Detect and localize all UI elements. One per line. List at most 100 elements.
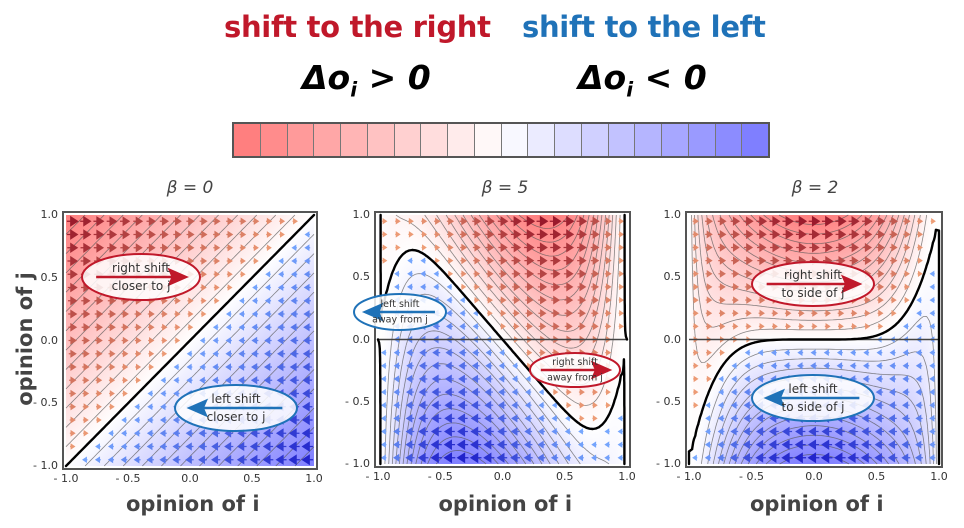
arrow-right-icon <box>705 269 713 278</box>
arrow-right-icon <box>486 296 493 304</box>
arrow-left-icon <box>929 388 936 396</box>
arrow-right-icon <box>498 256 508 266</box>
arrow-right-icon <box>605 388 611 396</box>
arrow-right-icon <box>213 257 221 265</box>
arrow-right-icon <box>731 296 739 304</box>
arrow-left-icon <box>275 428 287 439</box>
arrow-left-icon <box>147 403 154 411</box>
arrow-right-icon <box>148 350 155 358</box>
arrow-left-icon <box>834 452 846 464</box>
arrow-left-icon <box>756 426 766 437</box>
arrow-right-icon <box>917 217 924 225</box>
nullcline <box>64 213 316 468</box>
arrow-right-icon <box>705 283 713 291</box>
arrow-left-icon <box>433 283 440 291</box>
arrow-right-icon <box>68 322 78 332</box>
arrow-left-icon <box>876 362 883 370</box>
arrow-left-icon <box>902 401 910 410</box>
arrow-left-icon <box>146 455 154 464</box>
arrow-left-icon <box>444 413 455 424</box>
arrow-right-icon <box>96 403 102 411</box>
arrow-left-icon <box>262 441 274 452</box>
arrow-left-icon <box>301 414 313 426</box>
arrow-left-icon <box>730 440 739 449</box>
arrow-left-icon <box>929 375 936 383</box>
contour-line <box>420 422 509 465</box>
x-axis-label: opinion of i <box>438 492 573 516</box>
arrow-left-icon <box>472 348 480 357</box>
arrow-left-icon <box>211 428 220 438</box>
arrow-right-icon <box>862 229 873 240</box>
arrow-left-icon <box>915 427 923 436</box>
arrow-left-icon <box>277 297 285 305</box>
arrow-right-icon <box>811 309 818 317</box>
arrow-left-icon <box>485 362 493 370</box>
arrow-left-icon <box>810 349 817 357</box>
arrow-right-icon <box>877 283 885 291</box>
arrow-left-icon <box>757 349 764 356</box>
arrow-right-icon <box>80 256 91 266</box>
arrow-right-icon <box>692 230 699 238</box>
arrow-left-icon <box>484 400 494 410</box>
contour-line <box>384 273 610 465</box>
arrow-left-icon <box>915 453 923 462</box>
arrow-left-icon <box>718 401 725 409</box>
colorbar-cell <box>421 124 448 156</box>
arrow-right-icon <box>824 322 831 330</box>
annotation-right-shift: right shift to side of j <box>751 261 875 307</box>
arrow-right-icon <box>550 242 562 253</box>
arrow-right-icon <box>93 242 105 253</box>
arrow-left-icon <box>431 374 441 384</box>
arrow-right-icon <box>474 296 480 304</box>
arrow-left-icon <box>755 452 766 463</box>
arrow-left-icon <box>276 375 286 385</box>
arrow-left-icon <box>225 363 233 371</box>
arrow-left-icon <box>692 454 698 461</box>
arrow-left-icon <box>407 270 413 278</box>
arrow-left-icon <box>483 439 495 450</box>
arrow-left-icon <box>901 427 910 436</box>
arrow-right-icon <box>186 257 195 265</box>
arrow-right-icon <box>706 349 712 356</box>
arrow-left-icon <box>277 310 285 318</box>
arrow-right-icon <box>744 269 753 278</box>
arrow-right-icon <box>552 388 559 396</box>
arrow-right-icon <box>499 296 507 304</box>
arrow-right-icon <box>135 376 141 384</box>
arrow-left-icon <box>564 428 571 435</box>
arrow-left-icon <box>901 414 910 423</box>
arrow-right-icon <box>564 308 573 318</box>
arrow-right-icon <box>525 295 534 305</box>
arrow-right-icon <box>618 231 625 238</box>
arrow-left-icon <box>432 322 440 331</box>
arrow-left-icon <box>95 443 101 450</box>
arrow-right-icon <box>565 388 572 396</box>
arrow-right-icon <box>551 308 560 318</box>
arrow-left-icon <box>888 427 897 436</box>
arrow-right-icon <box>473 256 481 265</box>
arrow-right-icon <box>187 310 194 318</box>
arrow-left-icon <box>225 310 232 318</box>
contour-line <box>691 214 927 363</box>
arrow-left-icon <box>717 414 725 422</box>
arrow-left-icon <box>264 323 272 332</box>
annotation-line1: right shift <box>552 357 598 368</box>
arrow-right-icon <box>730 216 741 226</box>
colorbar-cell <box>341 124 368 156</box>
arrow-right-icon <box>498 229 509 240</box>
arrow-right-icon <box>731 243 740 252</box>
colorbar-cell <box>394 124 422 156</box>
arrow-left-icon <box>249 441 260 452</box>
arrow-left-icon <box>929 323 935 330</box>
arrow-right-icon <box>903 270 910 278</box>
arrow-right-icon <box>252 217 260 225</box>
arrow-left-icon <box>551 427 558 436</box>
arrow-left-icon <box>212 350 219 358</box>
arrow-left-icon <box>889 349 896 357</box>
arrow-left-icon <box>406 348 414 357</box>
arrow-left-icon <box>604 441 610 448</box>
colorbar-cell <box>287 124 315 156</box>
arrow-left-icon <box>303 283 311 292</box>
y-tick-label: 0.5 <box>352 270 371 284</box>
